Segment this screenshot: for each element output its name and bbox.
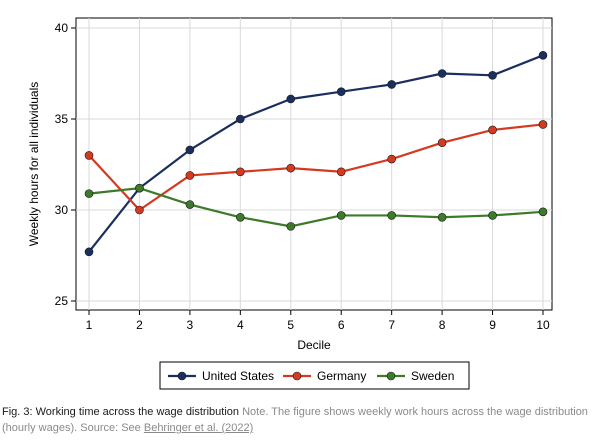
data-point-united-states	[236, 114, 245, 124]
data-point-united-states	[84, 247, 94, 257]
x-axis-label: Decile	[297, 338, 331, 352]
y-tick-label: 30	[55, 203, 69, 217]
series-line-united-states	[88, 54, 544, 253]
x-tick-label: 6	[338, 318, 345, 332]
series-line-germany	[88, 123, 544, 212]
data-point-germany	[488, 125, 497, 135]
data-point-germany	[437, 138, 447, 147]
caption-note: Note. The figure shows weekly work hours…	[2, 406, 588, 434]
x-tick-label: 7	[388, 318, 395, 332]
y-axis-label: Weekly hours for all individuals	[27, 82, 41, 247]
caption-label: Fig. 3: Working time across the wage dis…	[2, 406, 240, 418]
data-point-united-states	[437, 69, 447, 78]
data-point-sweden	[336, 211, 346, 220]
y-tick-label: 25	[55, 294, 69, 308]
data-point-germany	[538, 120, 548, 129]
data-point-united-states	[538, 50, 548, 60]
x-tick-label: 5	[287, 318, 294, 332]
data-point-sweden	[488, 211, 497, 220]
plot-area	[75, 17, 553, 311]
legend: United States Germany Sweden	[159, 361, 470, 390]
data-point-germany	[236, 167, 245, 177]
data-point-germany	[336, 167, 346, 177]
series-lines	[84, 50, 548, 257]
data-point-sweden	[236, 212, 245, 222]
data-point-united-states	[185, 145, 195, 155]
x-tick-label: 10	[536, 318, 550, 332]
data-point-sweden	[84, 189, 94, 198]
legend-marker-germany	[292, 371, 302, 381]
data-point-sweden	[538, 207, 548, 217]
legend-marker-sweden	[386, 371, 396, 381]
axes: 1 2 3 4 5 6 7 8 9 10 25 30 35 40	[55, 21, 550, 332]
x-tick-label: 4	[237, 318, 244, 332]
data-point-germany	[185, 171, 195, 180]
data-point-germany	[135, 205, 144, 215]
data-point-united-states	[488, 71, 497, 80]
x-tick-label: 1	[86, 318, 93, 332]
data-point-sweden	[387, 211, 396, 220]
data-point-sweden	[135, 183, 144, 193]
source-link[interactable]: Behringer et al. (2022)	[143, 422, 254, 434]
data-point-germany	[84, 151, 94, 160]
x-tick-label: 3	[187, 318, 194, 332]
figure-caption: Fig. 3: Working time across the wage dis…	[2, 404, 598, 436]
data-point-sweden	[185, 200, 195, 209]
y-tick-label: 35	[55, 112, 69, 126]
y-tick-label: 40	[55, 21, 69, 35]
data-point-united-states	[336, 87, 346, 96]
data-point-sweden	[286, 222, 296, 231]
data-point-sweden	[437, 212, 447, 222]
legend-label-germany: Germany	[317, 369, 366, 383]
data-point-germany	[387, 154, 396, 164]
x-tick-label: 2	[136, 318, 143, 332]
legend-label-sweden: Sweden	[411, 369, 454, 383]
data-point-united-states	[387, 80, 396, 89]
chart: 1 2 3 4 5 6 7 8 9 10 25 30 35 40 Decile Weekly hours …	[27, 17, 553, 390]
data-point-germany	[286, 163, 296, 173]
x-tick-label: 9	[489, 318, 496, 332]
legend-marker-united-states	[177, 371, 187, 381]
x-tick-label: 8	[439, 318, 446, 332]
series-line-sweden	[88, 187, 544, 228]
legend-label-united-states: United States	[202, 369, 274, 383]
data-point-united-states	[286, 94, 296, 104]
legend-box	[159, 361, 470, 390]
